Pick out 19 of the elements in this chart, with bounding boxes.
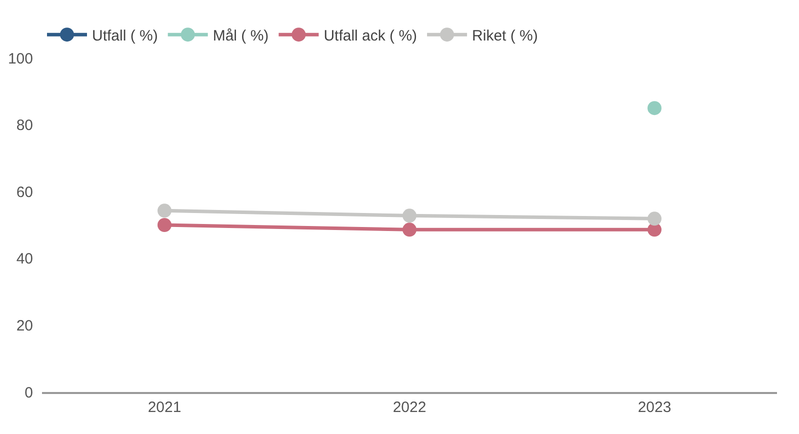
point: [648, 101, 662, 116]
x-tick-label: 2021: [148, 398, 182, 416]
y-tick-label: 0: [24, 384, 33, 402]
legend-label: Utfall ( %): [92, 27, 158, 44]
point: [402, 208, 416, 223]
x-tick-label: 2023: [638, 398, 672, 416]
y-tick-label: 40: [16, 250, 33, 268]
point: [158, 204, 172, 218]
y-tick-label: 20: [16, 317, 33, 334]
y-tick-label: 100: [8, 50, 33, 68]
x-tick-label: 2022: [392, 398, 426, 416]
legend-label: Utfall ack ( %): [324, 27, 418, 44]
legend-label: Riket ( %): [472, 27, 538, 44]
point: [648, 212, 662, 226]
legend-label: Mål ( %): [212, 27, 269, 44]
point: [402, 222, 416, 237]
point: [158, 218, 172, 232]
y-tick-label: 80: [16, 117, 33, 134]
y-tick-label: 60: [16, 184, 33, 201]
